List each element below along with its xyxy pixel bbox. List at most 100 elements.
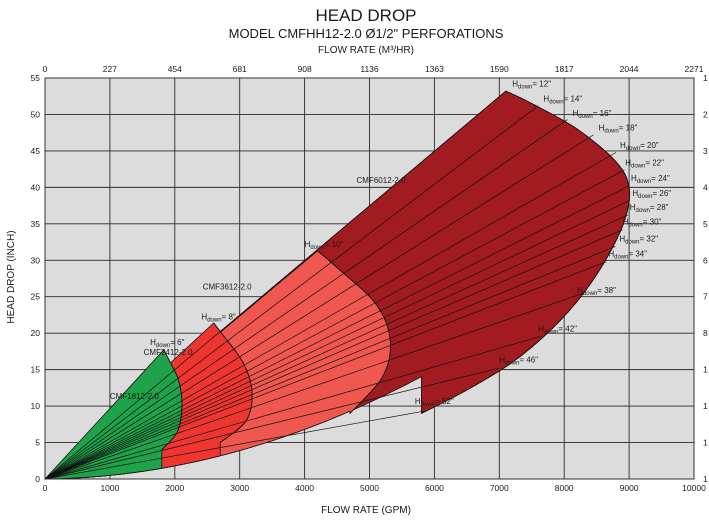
max-flow-curve	[421, 90, 631, 414]
chart-title: HEAD DROP	[315, 6, 416, 25]
max-flow-curve	[317, 250, 391, 414]
hdown-value: 46"	[526, 355, 538, 364]
hdown-value: 38"	[604, 286, 616, 295]
y2-tick-label: 4	[703, 182, 708, 192]
y2-tick-label: 3	[703, 146, 708, 156]
hdown-label: Hdown= 30"	[623, 218, 662, 229]
chart-subtitle: MODEL CMFHH12-2.0 Ø1/2" PERFORATIONS	[229, 26, 504, 41]
hdown-label: Hdown= 12"	[512, 80, 551, 91]
x2-tick-label: 681	[233, 64, 247, 74]
max-flow-curve	[161, 349, 183, 451]
hdown-value: 10"	[332, 240, 344, 249]
hdown-value: 14"	[570, 94, 582, 103]
max-flow-curve	[213, 322, 253, 443]
hdown-line	[44, 134, 594, 480]
y2-tick-label: 6	[703, 255, 708, 265]
hdown-label: Hdown= 34"	[608, 250, 647, 261]
hdown-value: 32"	[646, 234, 658, 243]
hdown-line	[44, 335, 542, 480]
model-label: CMF6012-2.0	[357, 176, 406, 185]
hdown-line	[44, 105, 539, 480]
y-tick-label: 55	[31, 73, 41, 83]
y-tick-label: 0	[35, 474, 40, 484]
x-tick-label: 6000	[425, 483, 444, 493]
y-tick-label: 40	[31, 182, 41, 192]
hdown-label: Hdown= 10"	[305, 240, 344, 251]
hdown-label: Hdown= 6"	[150, 338, 184, 349]
hdown-value: 22"	[652, 158, 664, 167]
hdown-lines	[44, 90, 631, 480]
x-tick-label: 0	[43, 483, 48, 493]
hdown-line	[44, 410, 428, 480]
model-label: CMF2412-2.0	[144, 348, 193, 357]
hdown-label: Hdown= 24"	[631, 174, 670, 185]
x2-tick-label: 908	[298, 64, 312, 74]
hdown-line	[44, 90, 507, 480]
y2-tick-label: 1	[703, 401, 708, 411]
hdown-value: 6"	[177, 338, 184, 347]
hdown-value: 24"	[658, 174, 670, 183]
hdown-line	[44, 292, 584, 480]
hdown-line	[44, 246, 616, 480]
hdown-line	[44, 229, 623, 480]
hdown-label: Hdown= 16"	[573, 109, 612, 120]
y-tick-label: 25	[31, 292, 41, 302]
x2-tick-label: 1817	[555, 64, 574, 74]
y-tick-label: 5	[35, 438, 40, 448]
y-tick-label: 20	[31, 328, 41, 338]
y-tick-label: 45	[31, 146, 41, 156]
x-tick-label: 2000	[165, 483, 184, 493]
y2-tick-label: 1	[703, 438, 708, 448]
y2-tick-label: 1	[703, 474, 708, 484]
plot-frame	[44, 77, 695, 480]
hdown-label: Hdown= 52"	[415, 397, 454, 408]
top-axis-label: FLOW RATE (M³/HR)	[318, 45, 414, 56]
x2-tick-label: 1136	[360, 64, 379, 74]
y-tick-label: 10	[31, 401, 41, 411]
hdown-line	[44, 185, 630, 480]
hdown-label: Hdown= 18"	[599, 123, 638, 134]
x2-tick-label: 0	[43, 64, 48, 74]
x-tick-label: 1000	[100, 483, 119, 493]
y-tick-label: 30	[31, 255, 41, 265]
bottom-axis-label: FLOW RATE (GPM)	[321, 505, 411, 516]
x-tick-label: 9000	[620, 483, 639, 493]
y-tick-label: 15	[31, 365, 41, 375]
hdown-line	[44, 152, 617, 480]
hdown-label: Hdown= 46"	[499, 355, 538, 366]
hdown-line	[44, 214, 628, 480]
hdown-line	[44, 200, 630, 480]
hdown-value: 16"	[600, 109, 612, 118]
hdown-label: Hdown= 28"	[630, 203, 669, 214]
hdown-value: 8"	[228, 312, 235, 321]
hdown-label: Hdown= 8"	[201, 312, 235, 323]
y2-tick-label: 2	[703, 109, 708, 119]
model-label: CMF1812-2.0	[110, 392, 159, 401]
hdown-label: Hdown= 22"	[625, 158, 664, 169]
hdown-value: 52"	[442, 397, 454, 406]
hdown-value: 26"	[659, 189, 671, 198]
y2-tick-label: 8	[703, 328, 708, 338]
y2-tick-label: 1	[703, 365, 708, 375]
hdown-line	[44, 367, 500, 480]
x2-tick-label: 1590	[490, 64, 509, 74]
y-tick-label: 50	[31, 109, 41, 119]
y2-tick-label: 5	[703, 219, 708, 229]
hdown-value: 42"	[565, 325, 577, 334]
hdown-value: 28"	[657, 203, 669, 212]
x-tick-label: 7000	[490, 483, 509, 493]
x2-tick-label: 1363	[425, 64, 444, 74]
x2-tick-label: 454	[168, 64, 182, 74]
hdown-line	[44, 261, 607, 480]
hdown-value: 34"	[635, 250, 647, 259]
hdown-label: Hdown= 42"	[538, 325, 577, 336]
x-tick-label: 3000	[230, 483, 249, 493]
x2-tick-label: 2271	[685, 64, 704, 74]
hdown-value: 20"	[647, 141, 659, 150]
y2-tick-label: 1	[703, 73, 708, 83]
hdown-label: Hdown= 26"	[632, 189, 671, 200]
x-tick-label: 8000	[555, 483, 574, 493]
hdown-label: Hdown= 38"	[577, 286, 616, 297]
hdown-label: Hdown= 20"	[620, 141, 659, 152]
